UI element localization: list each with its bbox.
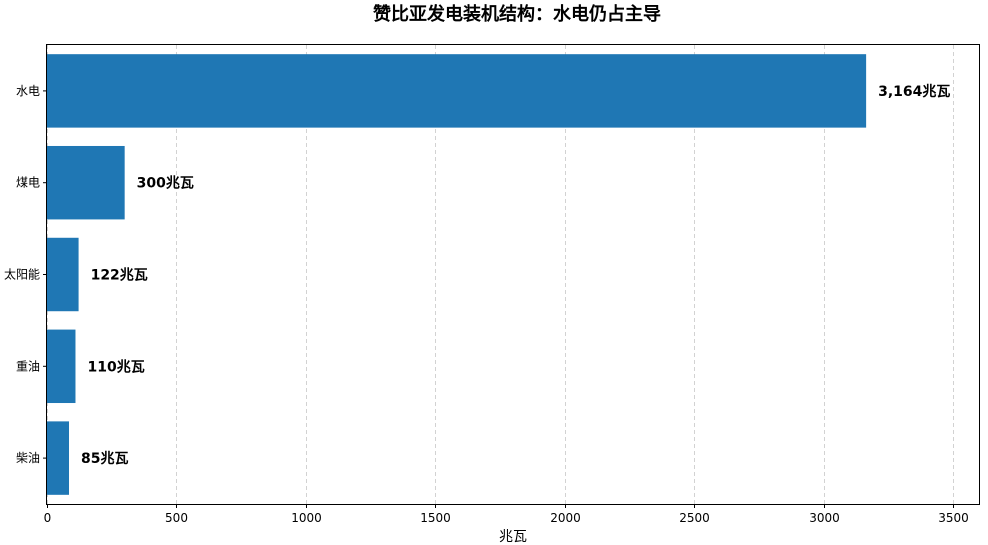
bar <box>47 54 867 128</box>
y-tick-label: 柴油 <box>16 451 40 465</box>
data-label: 3,164兆瓦 <box>878 84 950 100</box>
y-tick-label: 重油 <box>16 359 40 373</box>
x-tick-label: 3000 <box>809 511 840 525</box>
bar <box>47 329 76 404</box>
x-tick-label: 3500 <box>938 511 969 525</box>
bars <box>47 54 867 495</box>
x-tick-label: 0 <box>44 511 52 525</box>
data-label: 110兆瓦 <box>87 359 144 375</box>
y-tick-label: 煤电 <box>16 176 40 190</box>
data-label: 300兆瓦 <box>137 176 194 192</box>
y-tick-label: 水电 <box>16 84 40 98</box>
bar <box>47 237 79 312</box>
data-label: 122兆瓦 <box>91 268 148 284</box>
x-tick-label: 500 <box>165 511 188 525</box>
x-tick-label: 2000 <box>550 511 581 525</box>
bar <box>47 421 70 495</box>
data-labels: 3,164兆瓦 300兆瓦 122兆瓦 110兆瓦 85兆瓦 <box>81 84 950 467</box>
x-tick-label: 2500 <box>679 511 710 525</box>
chart-title: 赞比亚发电装机结构：水电仍占主导 <box>372 3 661 25</box>
x-tick-label: 1500 <box>420 511 451 525</box>
y-tick-label: 太阳能 <box>4 267 40 282</box>
data-label: 85兆瓦 <box>81 451 128 467</box>
bar <box>47 145 125 220</box>
x-tick-label: 1000 <box>291 511 322 525</box>
x-axis-ticks: 0 500 1000 1500 2000 2500 3000 3500 <box>44 504 969 525</box>
x-axis-label: 兆瓦 <box>499 529 527 545</box>
